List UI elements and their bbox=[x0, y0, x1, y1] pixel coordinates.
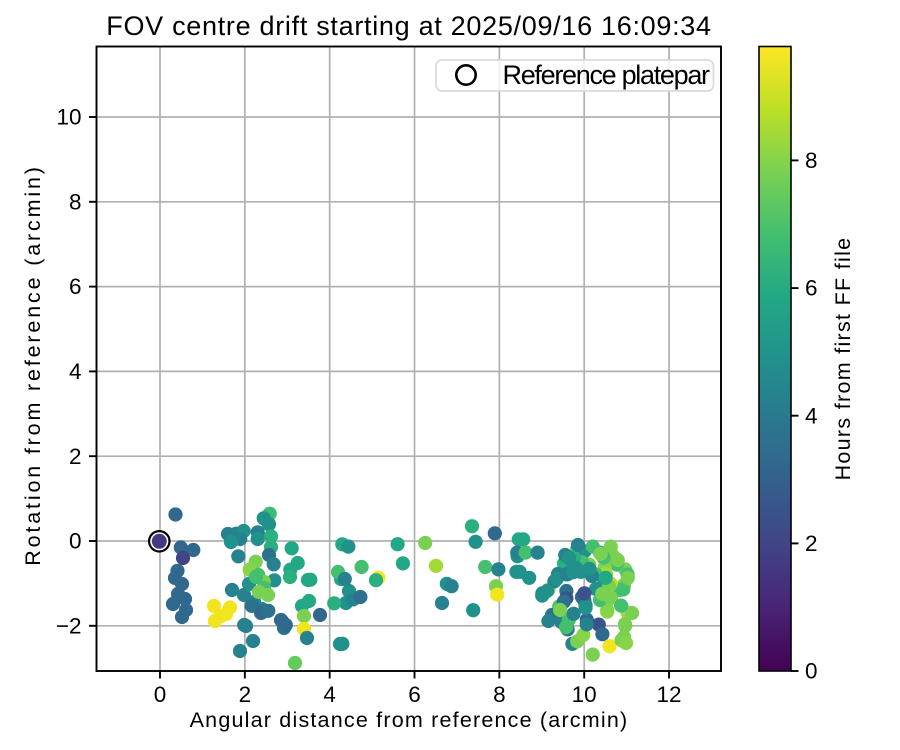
svg-text:8: 8 bbox=[493, 682, 506, 707]
svg-text:6: 6 bbox=[408, 682, 421, 707]
svg-text:6: 6 bbox=[69, 274, 82, 299]
svg-text:0: 0 bbox=[154, 682, 167, 707]
svg-text:Hours from first FF file: Hours from first FF file bbox=[831, 237, 855, 481]
svg-text:0: 0 bbox=[69, 529, 82, 554]
svg-text:2: 2 bbox=[805, 531, 818, 556]
svg-text:8: 8 bbox=[69, 189, 82, 214]
svg-text:2: 2 bbox=[69, 444, 82, 469]
svg-text:FOV centre drift starting at 2: FOV centre drift starting at 2025/09/16 … bbox=[106, 11, 711, 41]
svg-text:−2: −2 bbox=[56, 613, 82, 638]
svg-text:0: 0 bbox=[805, 659, 818, 684]
svg-text:Angular distance from referenc: Angular distance from reference (arcmin) bbox=[190, 708, 629, 732]
svg-text:10: 10 bbox=[572, 682, 597, 707]
svg-text:12: 12 bbox=[657, 682, 682, 707]
svg-text:4: 4 bbox=[323, 682, 336, 707]
svg-text:10: 10 bbox=[56, 105, 81, 130]
svg-text:2: 2 bbox=[239, 682, 252, 707]
svg-text:4: 4 bbox=[805, 403, 818, 428]
svg-text:6: 6 bbox=[805, 276, 818, 301]
svg-text:Reference platepar: Reference platepar bbox=[503, 60, 711, 90]
svg-text:4: 4 bbox=[69, 359, 82, 384]
svg-text:Rotation from reference (arcmi: Rotation from reference (arcmin) bbox=[21, 164, 45, 566]
svg-text:8: 8 bbox=[805, 148, 818, 173]
